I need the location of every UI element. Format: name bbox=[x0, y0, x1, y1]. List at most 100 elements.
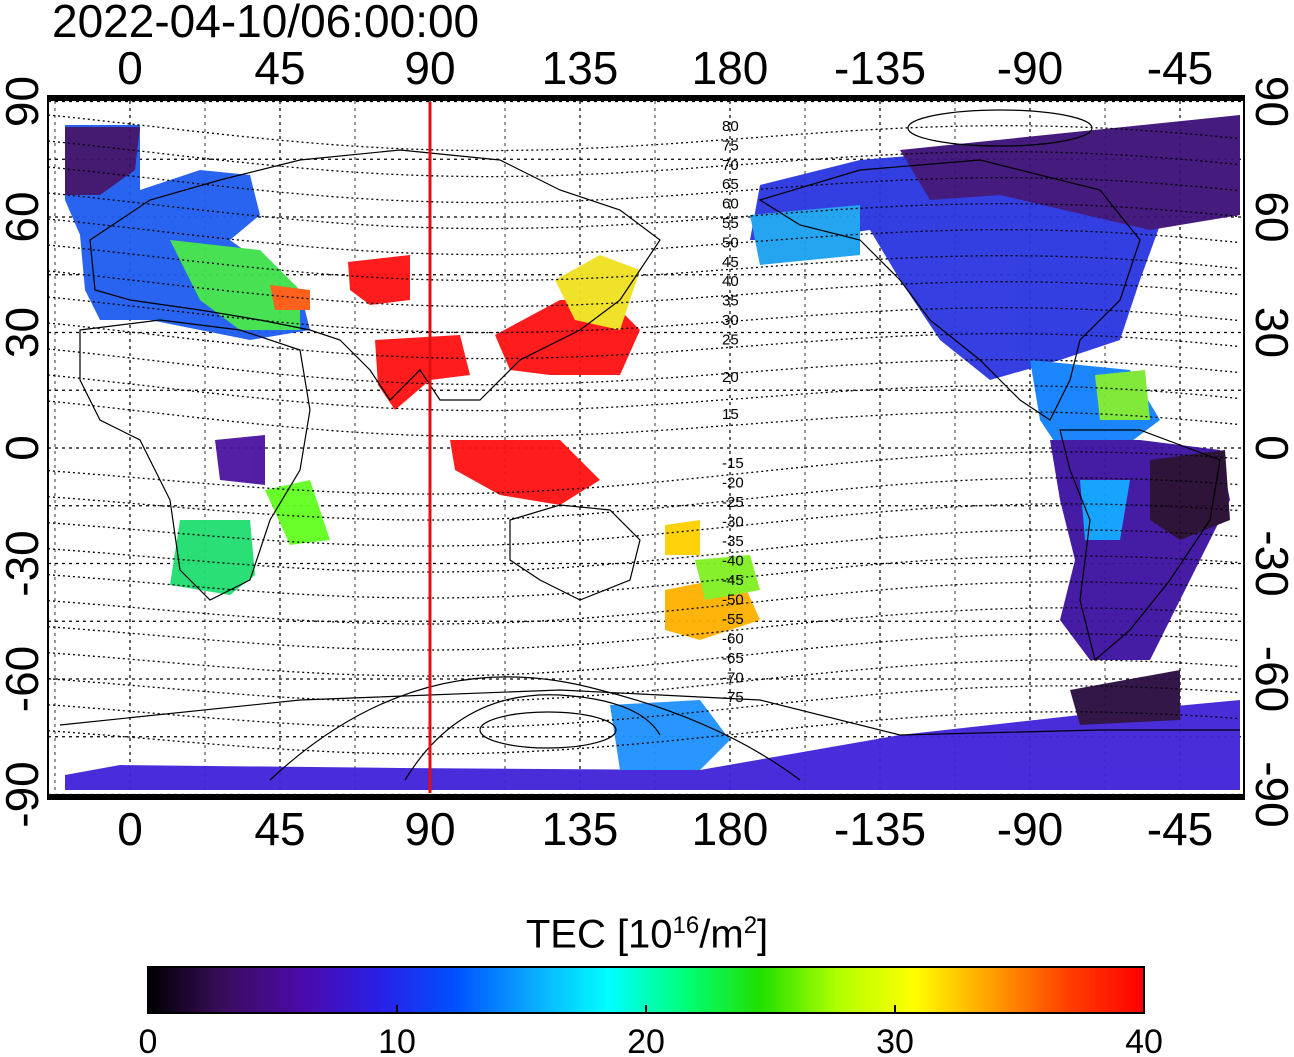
magnetic-contour-line bbox=[47, 503, 1241, 547]
magnetic-contour-line bbox=[47, 659, 1241, 703]
contour-label: 25 bbox=[722, 331, 739, 348]
x-tick-top: 45 bbox=[254, 42, 305, 94]
magnetic-contour-line bbox=[47, 555, 1241, 599]
magnetic-contour-line bbox=[47, 218, 1241, 256]
tec-patch-antarctic-pacific bbox=[610, 700, 730, 770]
contour-label: 60 bbox=[722, 196, 739, 213]
coast-australia bbox=[509, 504, 641, 601]
contour-label: -25 bbox=[722, 494, 744, 511]
coastlines bbox=[59, 109, 1240, 781]
contour-label: 50 bbox=[722, 234, 739, 251]
contour-south-outer bbox=[269, 676, 801, 781]
tec-patch-mideast bbox=[270, 285, 310, 310]
x-tick-bottom: -90 bbox=[997, 803, 1063, 855]
contour-label: -65 bbox=[722, 650, 744, 667]
magnetic-contour-line bbox=[47, 581, 1241, 625]
contour-south-pole bbox=[479, 711, 617, 749]
y-tick-right: -60 bbox=[1246, 646, 1294, 712]
magnetic-contour-line bbox=[47, 192, 1241, 230]
y-tick-right: 30 bbox=[1246, 307, 1294, 358]
tec-patch-japan bbox=[555, 255, 640, 330]
contour-label: 35 bbox=[722, 293, 739, 310]
magnetic-contour-line bbox=[47, 244, 1241, 282]
contour-south-mid bbox=[404, 694, 661, 781]
magnetic-contour-line bbox=[47, 711, 1241, 755]
x-tick-top: -135 bbox=[834, 42, 926, 94]
tec-map: 80 75 70 65 60 55 50 45 40 35 30 25 20 15 -15 -20 -25 -30… bbox=[0, 42, 1294, 855]
colorbar-label: TEC [1016/m2] bbox=[0, 902, 1294, 958]
colorbar-label-exponent: 16 bbox=[672, 912, 700, 939]
colorbar-tick-label: 40 bbox=[1125, 1023, 1163, 1057]
y-tick-right: -90 bbox=[1246, 761, 1294, 827]
contour-label: -50 bbox=[722, 592, 744, 609]
tec-patch-indonesia bbox=[450, 440, 600, 505]
magnetic-contour-line bbox=[47, 114, 1241, 152]
contour-label: 55 bbox=[722, 215, 739, 232]
y-tick-left: -90 bbox=[0, 761, 48, 827]
coast-north-america bbox=[758, 159, 1141, 421]
contour-label: -55 bbox=[722, 611, 744, 628]
colorbar-label-unit-exponent: 2 bbox=[743, 912, 758, 939]
magnetic-contour-line bbox=[47, 166, 1241, 204]
magnetic-contour-line bbox=[47, 296, 1241, 334]
tec-patch-southern-africa bbox=[170, 520, 255, 595]
contour-label: 80 bbox=[722, 118, 739, 135]
magnetic-contours bbox=[47, 114, 1241, 755]
y-tick-right: 60 bbox=[1246, 191, 1294, 242]
x-tick-bottom: 0 bbox=[117, 803, 143, 855]
magnetic-contour-line bbox=[47, 270, 1241, 308]
x-axis-top: 0 45 90 135 180 -135 -90 -45 bbox=[117, 42, 1213, 94]
contour-label: -15 bbox=[722, 455, 744, 472]
contour-label: -60 bbox=[722, 631, 744, 648]
x-tick-top: 135 bbox=[542, 42, 619, 94]
contour-label: 40 bbox=[722, 273, 739, 290]
tec-patch-pacific-south bbox=[665, 520, 700, 555]
tec-patch-caribbean bbox=[1095, 370, 1150, 420]
y-tick-left: 30 bbox=[0, 307, 48, 358]
contour-label: -40 bbox=[722, 553, 744, 570]
contour-label: 65 bbox=[722, 176, 739, 193]
y-tick-right: -30 bbox=[1246, 530, 1294, 596]
y-tick-left: 90 bbox=[0, 76, 48, 127]
y-axis-right: 90 60 30 0 -30 -60 -90 bbox=[1246, 76, 1294, 828]
magnetic-contour-line bbox=[47, 451, 1241, 495]
magnetic-contour-line bbox=[47, 607, 1241, 651]
colorbar-tick-label: 30 bbox=[876, 1023, 914, 1057]
contour-labels: 80 75 70 65 60 55 50 45 40 35 30 25 20 15 -15 -20 -25 -30… bbox=[722, 118, 744, 706]
contour-label: -20 bbox=[722, 475, 744, 492]
frame-bar-top bbox=[48, 96, 1244, 101]
y-tick-left: 60 bbox=[0, 191, 48, 242]
y-tick-right: 90 bbox=[1246, 76, 1294, 127]
y-tick-right: 0 bbox=[1246, 435, 1294, 461]
colorbar-tick-label: 0 bbox=[139, 1023, 158, 1057]
frame-bar-bottom bbox=[48, 794, 1244, 799]
x-tick-bottom: 90 bbox=[404, 803, 455, 855]
tec-patch-arctic-na bbox=[900, 115, 1240, 230]
tec-patch-nz-green bbox=[695, 555, 760, 600]
contour-label: 75 bbox=[722, 137, 739, 154]
magnetic-contour-line bbox=[47, 348, 1241, 386]
magnetic-contour-line bbox=[47, 140, 1241, 178]
x-tick-top: 180 bbox=[692, 42, 769, 94]
x-tick-top: 90 bbox=[404, 42, 455, 94]
colorbar-label-unit: /m bbox=[699, 912, 744, 957]
contour-label: -35 bbox=[722, 533, 744, 550]
contour-label: 15 bbox=[722, 406, 739, 423]
x-tick-bottom: 180 bbox=[692, 803, 769, 855]
contour-label: 70 bbox=[722, 157, 739, 174]
magnetic-contour-line bbox=[47, 374, 1241, 412]
x-tick-top: -45 bbox=[1147, 42, 1213, 94]
coast-antarctica bbox=[59, 689, 1240, 736]
colorbar: 0 10 20 30 40 bbox=[139, 966, 1163, 1057]
coast-africa bbox=[79, 319, 311, 601]
x-tick-top: 0 bbox=[117, 42, 143, 94]
tec-patch-central-asia bbox=[348, 255, 410, 305]
contour-label: 20 bbox=[722, 369, 739, 386]
tec-patch-antarctic bbox=[65, 700, 1240, 790]
colorbar-tick-label: 10 bbox=[378, 1023, 416, 1057]
x-tick-bottom: -135 bbox=[834, 803, 926, 855]
map-title: 2022-04-10/06:00:00 bbox=[52, 0, 480, 47]
y-tick-left: 0 bbox=[0, 435, 48, 461]
contour-label: -45 bbox=[722, 572, 744, 589]
contour-label: 45 bbox=[722, 254, 739, 271]
